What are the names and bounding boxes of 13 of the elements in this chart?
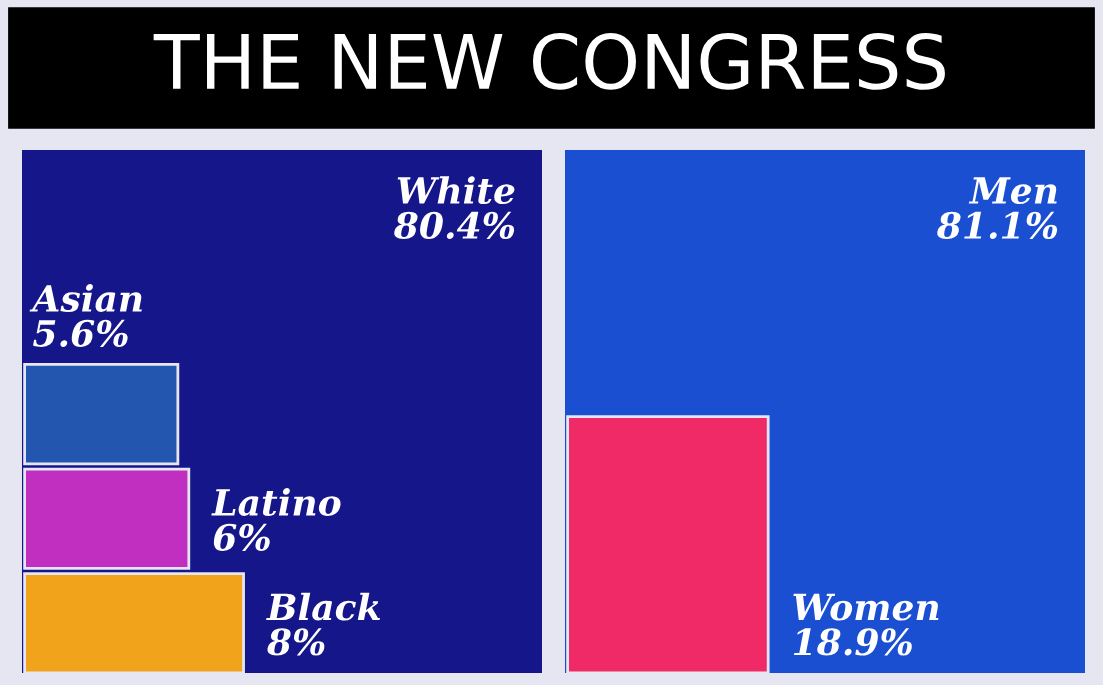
data-label: 80.4% <box>394 211 515 240</box>
category-label: Women <box>793 593 939 621</box>
text: THE NEW CONGRESS <box>153 33 945 90</box>
category-label: Asian <box>29 284 142 313</box>
data-label: 6% <box>213 523 270 551</box>
data-label: 8% <box>267 628 325 656</box>
data-label: 5.6% <box>33 319 128 347</box>
data-label: 18.9% <box>793 628 912 656</box>
category-label: White <box>397 176 515 205</box>
category-label: Latino <box>211 488 341 516</box>
data-label: 81.1% <box>937 211 1058 240</box>
category-label: Men <box>968 177 1057 205</box>
category-label: Black <box>266 592 380 621</box>
